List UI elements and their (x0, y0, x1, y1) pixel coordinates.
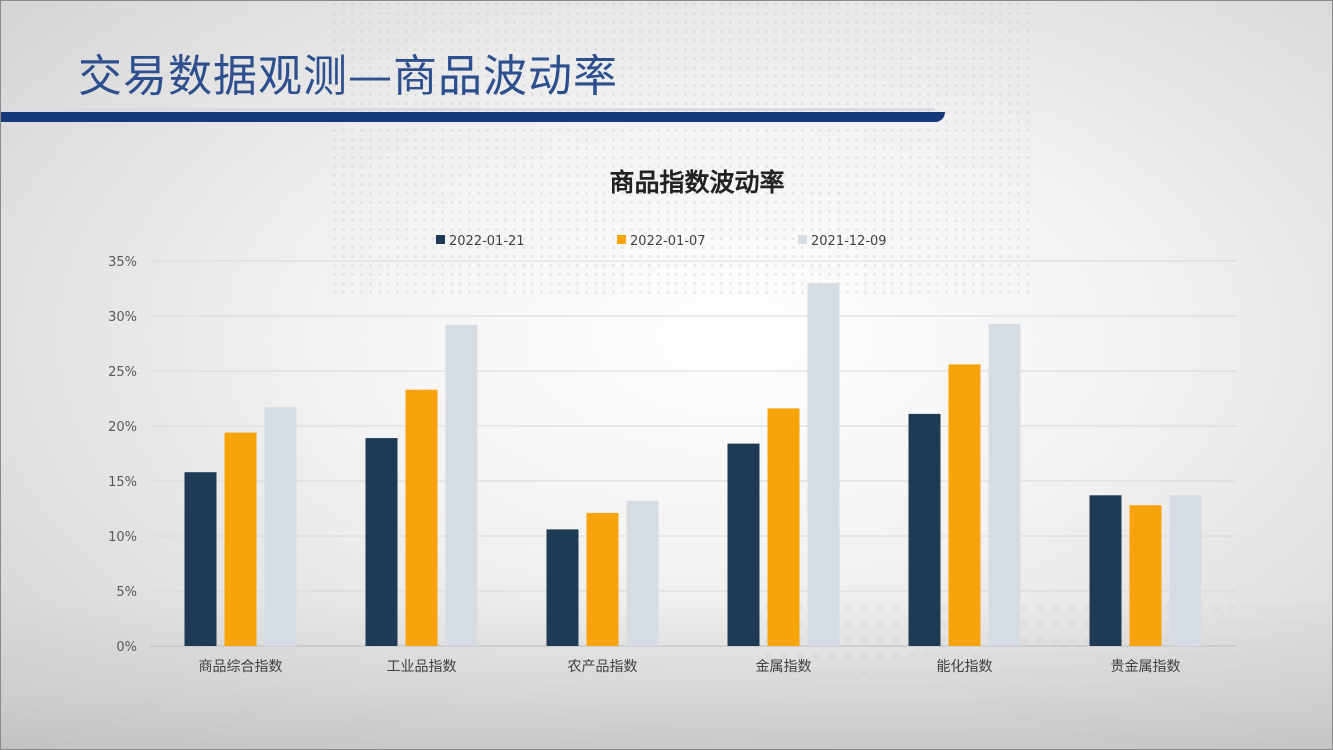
x-tick-label: 商品综合指数 (199, 659, 283, 675)
header-underline-bar (0, 112, 945, 122)
y-tick-label: 15% (108, 475, 137, 490)
y-tick-label: 10% (108, 530, 137, 545)
y-tick-label: 25% (108, 365, 137, 380)
bar-series-0-cat-1 (365, 438, 398, 646)
bar-series-1-cat-4 (948, 364, 981, 646)
y-tick-label: 0% (116, 640, 137, 655)
bar-series-1-cat-3 (767, 408, 800, 646)
bar-series-0-cat-0 (184, 472, 217, 646)
bar-series-2-cat-3 (807, 283, 840, 646)
legend-label: 2022-01-21 (449, 234, 525, 249)
bar-series-2-cat-5 (1169, 495, 1202, 646)
x-tick-label: 农产品指数 (568, 659, 638, 675)
x-tick-label: 工业品指数 (387, 659, 457, 675)
legend-swatch (617, 235, 626, 244)
bar-series-1-cat-0 (224, 432, 257, 646)
y-tick-label: 5% (116, 585, 137, 600)
bar-series-0-cat-5 (1089, 495, 1122, 646)
background-world-map-dots (330, 0, 1030, 300)
slide-title: 交易数据观测—商品波动率 (78, 51, 618, 102)
bar-series-2-cat-1 (445, 324, 478, 646)
bar-series-1-cat-2 (586, 512, 619, 646)
bar-series-2-cat-0 (264, 407, 297, 646)
x-tick-label: 金属指数 (756, 659, 812, 675)
chart-bars (184, 283, 1202, 646)
y-tick-label: 20% (108, 420, 137, 435)
bar-series-1-cat-5 (1129, 505, 1162, 646)
bar-series-0-cat-4 (908, 413, 941, 646)
legend-swatch (436, 235, 445, 244)
x-axis-ticks: 商品综合指数 工业品指数 农产品指数 金属指数 能化指数 贵金属指数 (199, 659, 1181, 675)
bar-series-0-cat-3 (727, 443, 760, 646)
x-tick-label: 能化指数 (937, 659, 993, 675)
chart-legend: 2022-01-21 2022-01-07 2021-12-09 (436, 234, 887, 249)
header-underline-light (0, 108, 935, 111)
x-tick-label: 贵金属指数 (1111, 659, 1181, 675)
legend-label: 2021-12-09 (811, 234, 887, 249)
y-tick-label: 30% (108, 310, 137, 325)
bar-series-1-cat-1 (405, 389, 438, 646)
y-tick-label: 35% (108, 255, 137, 270)
legend-label: 2022-01-07 (630, 234, 706, 249)
legend-swatch (798, 235, 807, 244)
y-axis-ticks: 0% 5% 10% 15% 20% 25% 30% 35% (108, 255, 137, 655)
bar-series-2-cat-4 (988, 323, 1021, 646)
bar-series-2-cat-2 (626, 500, 659, 646)
chart-gridlines (150, 260, 1236, 647)
chart-title: 商品指数波动率 (609, 168, 784, 197)
bar-series-0-cat-2 (546, 529, 579, 646)
